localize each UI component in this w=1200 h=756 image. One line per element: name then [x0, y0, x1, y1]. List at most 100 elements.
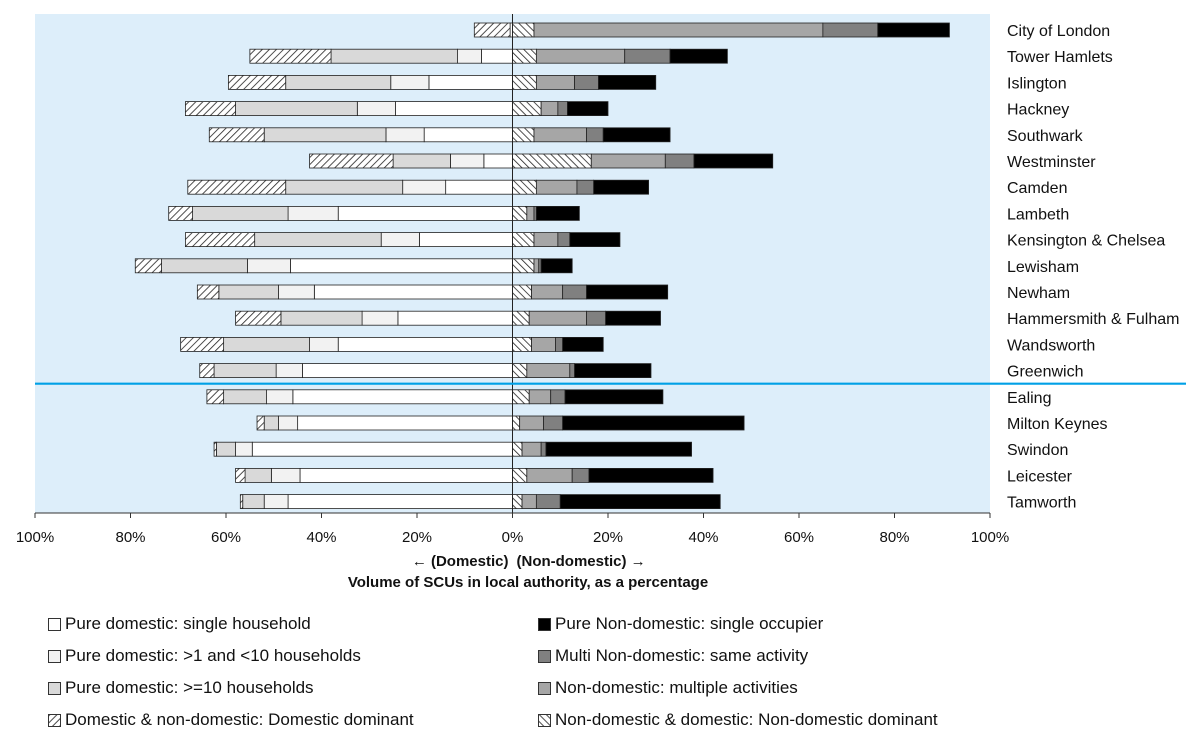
legend-swatch	[48, 649, 61, 663]
bar-segment	[559, 494, 721, 510]
legend-label: Pure domestic: >=10 households	[65, 678, 314, 697]
bar-segment	[134, 258, 162, 274]
legend-label: Non-domestic: multiple activities	[555, 678, 798, 697]
x-tick-label: 60%	[211, 529, 241, 546]
x-tick-label: 40%	[688, 529, 718, 546]
bar-segment	[535, 75, 575, 90]
bar-segment	[445, 179, 513, 195]
bar-row	[309, 153, 774, 169]
legend-item: Domestic & non-domestic: Domestic domina…	[48, 708, 414, 732]
bar-segment	[586, 127, 604, 143]
bar-segment	[254, 232, 382, 248]
bar-segment	[567, 101, 609, 116]
legend-swatch	[538, 617, 551, 631]
stacked-bar-chart: City of London Tower Hamlets Islington Hack…	[16, 14, 1186, 591]
bar-segment	[192, 205, 289, 221]
x-tick-label: 20%	[593, 529, 623, 546]
bar-segment	[562, 284, 587, 300]
bar-row	[168, 205, 580, 221]
bar-segment	[543, 415, 564, 431]
bar-segment	[512, 310, 530, 326]
legend-item: Pure domestic: >=10 households	[48, 676, 314, 700]
bar-segment	[521, 494, 537, 510]
category-label: Ealing	[1007, 390, 1051, 407]
bar-segment	[557, 101, 568, 116]
bar-segment	[593, 179, 649, 195]
legend-swatch	[48, 617, 61, 631]
bar-segment	[256, 415, 265, 431]
bar-segment	[605, 310, 661, 326]
category-label: Hammersmith & Fulham	[1007, 311, 1179, 328]
legend-item: Non-domestic: multiple activities	[538, 676, 798, 700]
bar-segment	[557, 232, 571, 248]
bar-segment	[301, 363, 513, 379]
bar-segment	[292, 389, 513, 405]
bar-segment	[247, 258, 291, 274]
bar-segment	[590, 153, 666, 169]
category-label: Leicester	[1007, 468, 1073, 485]
bar-segment	[550, 389, 566, 405]
bar-row	[187, 179, 649, 195]
bar-segment	[287, 494, 513, 510]
bar-segment	[512, 101, 542, 116]
bar-segment	[397, 310, 513, 326]
bar-row	[206, 389, 664, 405]
x-axis-title: Volume of SCUs in local authority, as a …	[348, 574, 708, 591]
bar-segment	[512, 22, 535, 38]
bar-row	[249, 48, 728, 64]
bar-segment	[249, 48, 332, 64]
bar-segment	[562, 336, 604, 352]
bar-segment	[216, 441, 236, 457]
bar-row	[256, 415, 745, 431]
legend-item: Multi Non-domestic: same activity	[538, 644, 808, 668]
bar-segment	[512, 415, 521, 431]
category-label: Tower Hamlets	[1007, 49, 1113, 66]
bar-row	[196, 284, 669, 300]
bar-row	[239, 494, 721, 510]
category-label: Westminster	[1007, 154, 1096, 171]
category-label: Lambeth	[1007, 206, 1069, 223]
legend-label: Non-domestic & domestic: Non-domestic do…	[555, 710, 938, 729]
bar-segment	[235, 101, 358, 116]
category-label: Southwark	[1007, 128, 1084, 145]
bar-segment	[218, 284, 279, 300]
category-label: Swindon	[1007, 442, 1068, 459]
bar-segment	[669, 48, 728, 64]
bar-segment	[540, 101, 559, 116]
category-label: Hackney	[1007, 102, 1069, 119]
bar-segment	[535, 48, 626, 64]
bar-row	[180, 336, 604, 352]
x-tick-label: 60%	[784, 529, 814, 546]
bar-segment	[213, 441, 217, 457]
bar-segment	[521, 441, 542, 457]
bar-segment	[285, 75, 392, 90]
bar-segment	[533, 127, 587, 143]
bar-segment	[540, 258, 573, 274]
legend-label: Multi Non-domestic: same activity	[555, 646, 809, 665]
bar-segment	[361, 310, 399, 326]
legend-label: Pure domestic: single household	[65, 614, 311, 633]
legend-swatch	[538, 681, 551, 695]
bar-segment	[512, 467, 528, 483]
bar-segment	[290, 258, 513, 274]
x-tick-label: 80%	[115, 529, 145, 546]
bar-row	[199, 363, 652, 379]
bar-segment	[196, 284, 220, 300]
bar-segment	[266, 389, 294, 405]
bar-segment	[531, 284, 564, 300]
bar-segment	[390, 75, 430, 90]
bar-row	[473, 22, 950, 38]
bar-segment	[519, 415, 544, 431]
bar-segment	[545, 441, 692, 457]
bar-segment	[313, 284, 513, 300]
bar-segment	[512, 205, 528, 221]
bar-segment	[380, 232, 420, 248]
legend-swatch	[538, 713, 551, 727]
bar-segment	[526, 363, 571, 379]
bar-segment	[337, 336, 513, 352]
bar-segment	[526, 467, 573, 483]
legend-label: Domestic & non-domestic: Domestic domina…	[65, 710, 414, 729]
bar-segment	[263, 127, 387, 143]
bar-segment	[535, 494, 561, 510]
category-label: Newham	[1007, 285, 1070, 302]
